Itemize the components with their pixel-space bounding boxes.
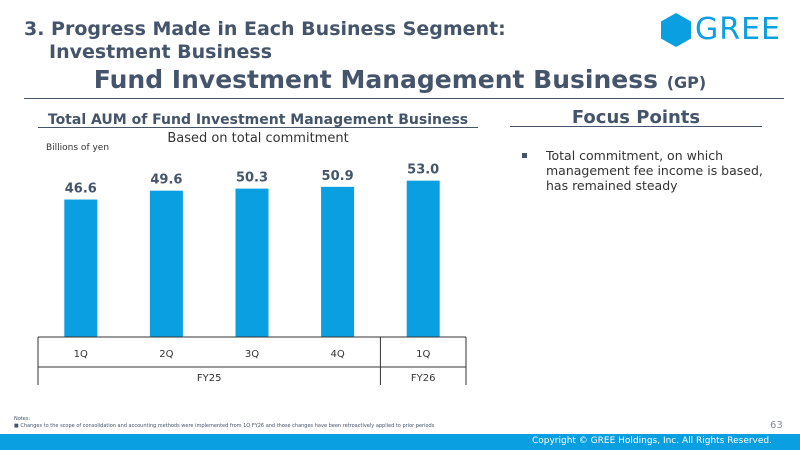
bar <box>64 199 98 337</box>
notes: Notes: ■ Changes to the scope of consoli… <box>14 416 434 430</box>
bar <box>321 186 355 337</box>
category-tick-label: 2Q <box>159 349 173 360</box>
square-bullet-icon <box>522 153 527 158</box>
notes-label: Notes: <box>14 416 31 422</box>
data-label: 50.3 <box>236 171 268 186</box>
hexagon-logo-icon <box>661 13 691 47</box>
gree-logo: GREE <box>661 13 781 47</box>
page-title: Fund Investment Management Business (GP) <box>0 65 800 94</box>
section-title: 3. Progress Made in Each Business Segmen… <box>24 18 506 64</box>
notes-item: ■ Changes to the scope of consolidation … <box>14 423 435 429</box>
focus-points-divider <box>510 126 762 127</box>
focus-points-list: Total commitment, on which management fe… <box>522 148 772 193</box>
category-tick-label: 3Q <box>245 349 259 360</box>
logo-text: GREE <box>695 12 782 47</box>
page-number: 63 <box>770 420 783 431</box>
category-tick-label: 1Q <box>74 349 88 360</box>
bar <box>235 188 269 337</box>
bar <box>149 190 183 337</box>
focus-point-item: Total commitment, on which management fe… <box>522 148 772 193</box>
group-label: FY25 <box>197 373 222 384</box>
data-label: 53.0 <box>407 163 439 178</box>
y-axis-unit-label: Billions of yen <box>46 143 110 153</box>
bar <box>406 180 440 337</box>
copyright-text: Copyright © GREE Holdings, Inc. All Righ… <box>531 436 772 446</box>
page-title-main: Fund Investment Management Business <box>93 65 658 94</box>
chart-title-divider <box>38 127 478 128</box>
data-label: 50.9 <box>322 169 354 184</box>
chart-subtitle: Based on total commitment <box>167 131 349 146</box>
category-tick-label: 1Q <box>416 349 430 360</box>
footer-bar: Copyright © GREE Holdings, Inc. All Righ… <box>0 434 800 450</box>
section-title-line1: 3. Progress Made in Each Business Segmen… <box>24 18 506 40</box>
chart-title: Total AUM of Fund Investment Management … <box>47 112 469 128</box>
focus-point-text: Total commitment, on which management fe… <box>546 148 763 193</box>
data-label: 46.6 <box>65 182 97 197</box>
category-tick-label: 4Q <box>330 349 344 360</box>
focus-points-heading: Focus Points <box>571 107 701 128</box>
title-divider <box>24 98 784 99</box>
section-title-line2: Investment Business <box>49 41 273 63</box>
page-title-suffix: (GP) <box>666 73 707 92</box>
data-label: 49.6 <box>150 173 182 188</box>
group-label: FY26 <box>411 373 436 384</box>
